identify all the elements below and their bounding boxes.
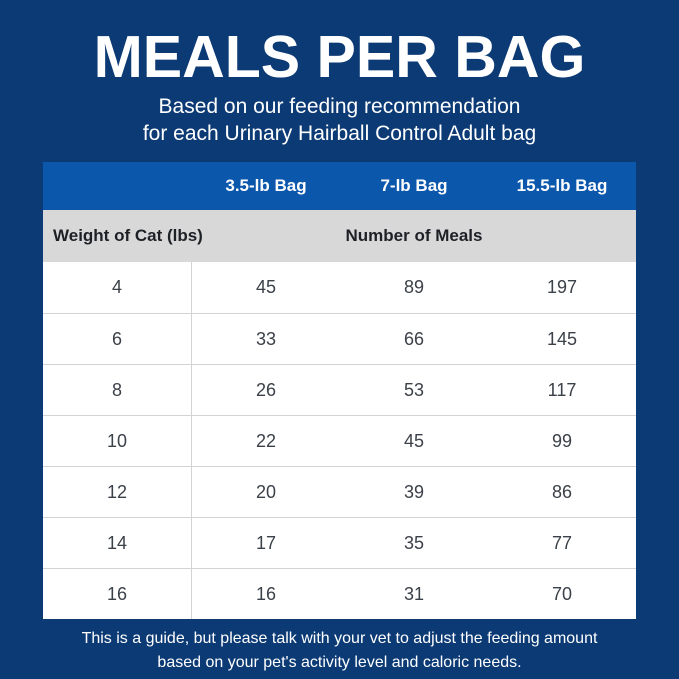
meals-cell: 16	[255, 583, 277, 604]
meals-cell: 99	[551, 430, 573, 451]
weight-cell: 10	[43, 416, 192, 466]
meals-cell: 20	[255, 481, 277, 502]
meals-cell: 26	[255, 379, 277, 400]
meals-cell: 70	[551, 583, 573, 604]
header-cell-7-lb-bag: 7-lb Bag	[380, 176, 448, 195]
table-row: 12 20 39 86	[43, 466, 636, 517]
weight-cell: 12	[43, 467, 192, 517]
meals-cell: 45	[403, 430, 425, 451]
header-cell-3-5-lb-bag: 3.5-lb Bag	[225, 176, 307, 195]
subtitle-line-2: for each Urinary Hairball Control Adult …	[142, 122, 537, 145]
weight-cell: 4	[43, 262, 192, 313]
meals-cell: 35	[403, 532, 425, 553]
meals-cell: 22	[255, 430, 277, 451]
table-row: 10 22 45 99	[43, 415, 636, 466]
weight-cell: 14	[43, 518, 192, 568]
meals-cell: 77	[551, 532, 573, 553]
number-of-meals-label: Number of Meals	[345, 226, 483, 245]
table-row: 16 16 31 70	[43, 568, 636, 619]
meals-cell: 31	[403, 583, 425, 604]
table-row: 8 26 53 117	[43, 364, 636, 415]
table-row: 6 33 66 145	[43, 313, 636, 364]
weight-cell: 16	[43, 569, 192, 619]
meals-cell: 39	[403, 481, 425, 502]
weight-of-cat-label: Weight of Cat (lbs)	[53, 226, 203, 245]
meals-cell: 89	[403, 277, 425, 297]
subtitle-line-1: Based on our feeding recommendation	[158, 95, 521, 118]
table-body: 4 45 89 197 6 33 66 145 8 26 53 117 10 22 45 99 12 20 39 86…	[43, 262, 636, 619]
page-subtitle: Based on our feeding recommendation for …	[0, 93, 679, 147]
table-row: 4 45 89 197	[43, 262, 636, 313]
footer-note: This is a guide, but please talk with yo…	[0, 627, 679, 675]
footer-line-1: This is a guide, but please talk with yo…	[81, 630, 598, 647]
meals-cell: 145	[546, 328, 578, 349]
meals-cell: 197	[546, 277, 578, 297]
table-row: 14 17 35 77	[43, 517, 636, 568]
meals-cell: 45	[255, 277, 277, 297]
weight-cell: 8	[43, 365, 192, 415]
meals-cell: 33	[255, 328, 277, 349]
table-subheader-row: Weight of Cat (lbs) Number of Meals	[43, 210, 636, 262]
meals-cell: 66	[403, 328, 425, 349]
meals-cell: 86	[551, 481, 573, 502]
weight-cell: 6	[43, 314, 192, 364]
page-title: MEALS PER BAG	[93, 24, 586, 90]
meals-per-bag-table: 3.5-lb Bag 7-lb Bag 15.5-lb Bag Weight o…	[43, 162, 636, 619]
meals-cell: 17	[255, 532, 277, 553]
footer-line-2: based on your pet's activity level and c…	[157, 654, 522, 671]
meals-cell: 117	[547, 379, 577, 400]
meals-cell: 53	[403, 379, 425, 400]
header-cell-15-5-lb-bag: 15.5-lb Bag	[516, 176, 608, 195]
table-header-row: 3.5-lb Bag 7-lb Bag 15.5-lb Bag	[43, 162, 636, 210]
